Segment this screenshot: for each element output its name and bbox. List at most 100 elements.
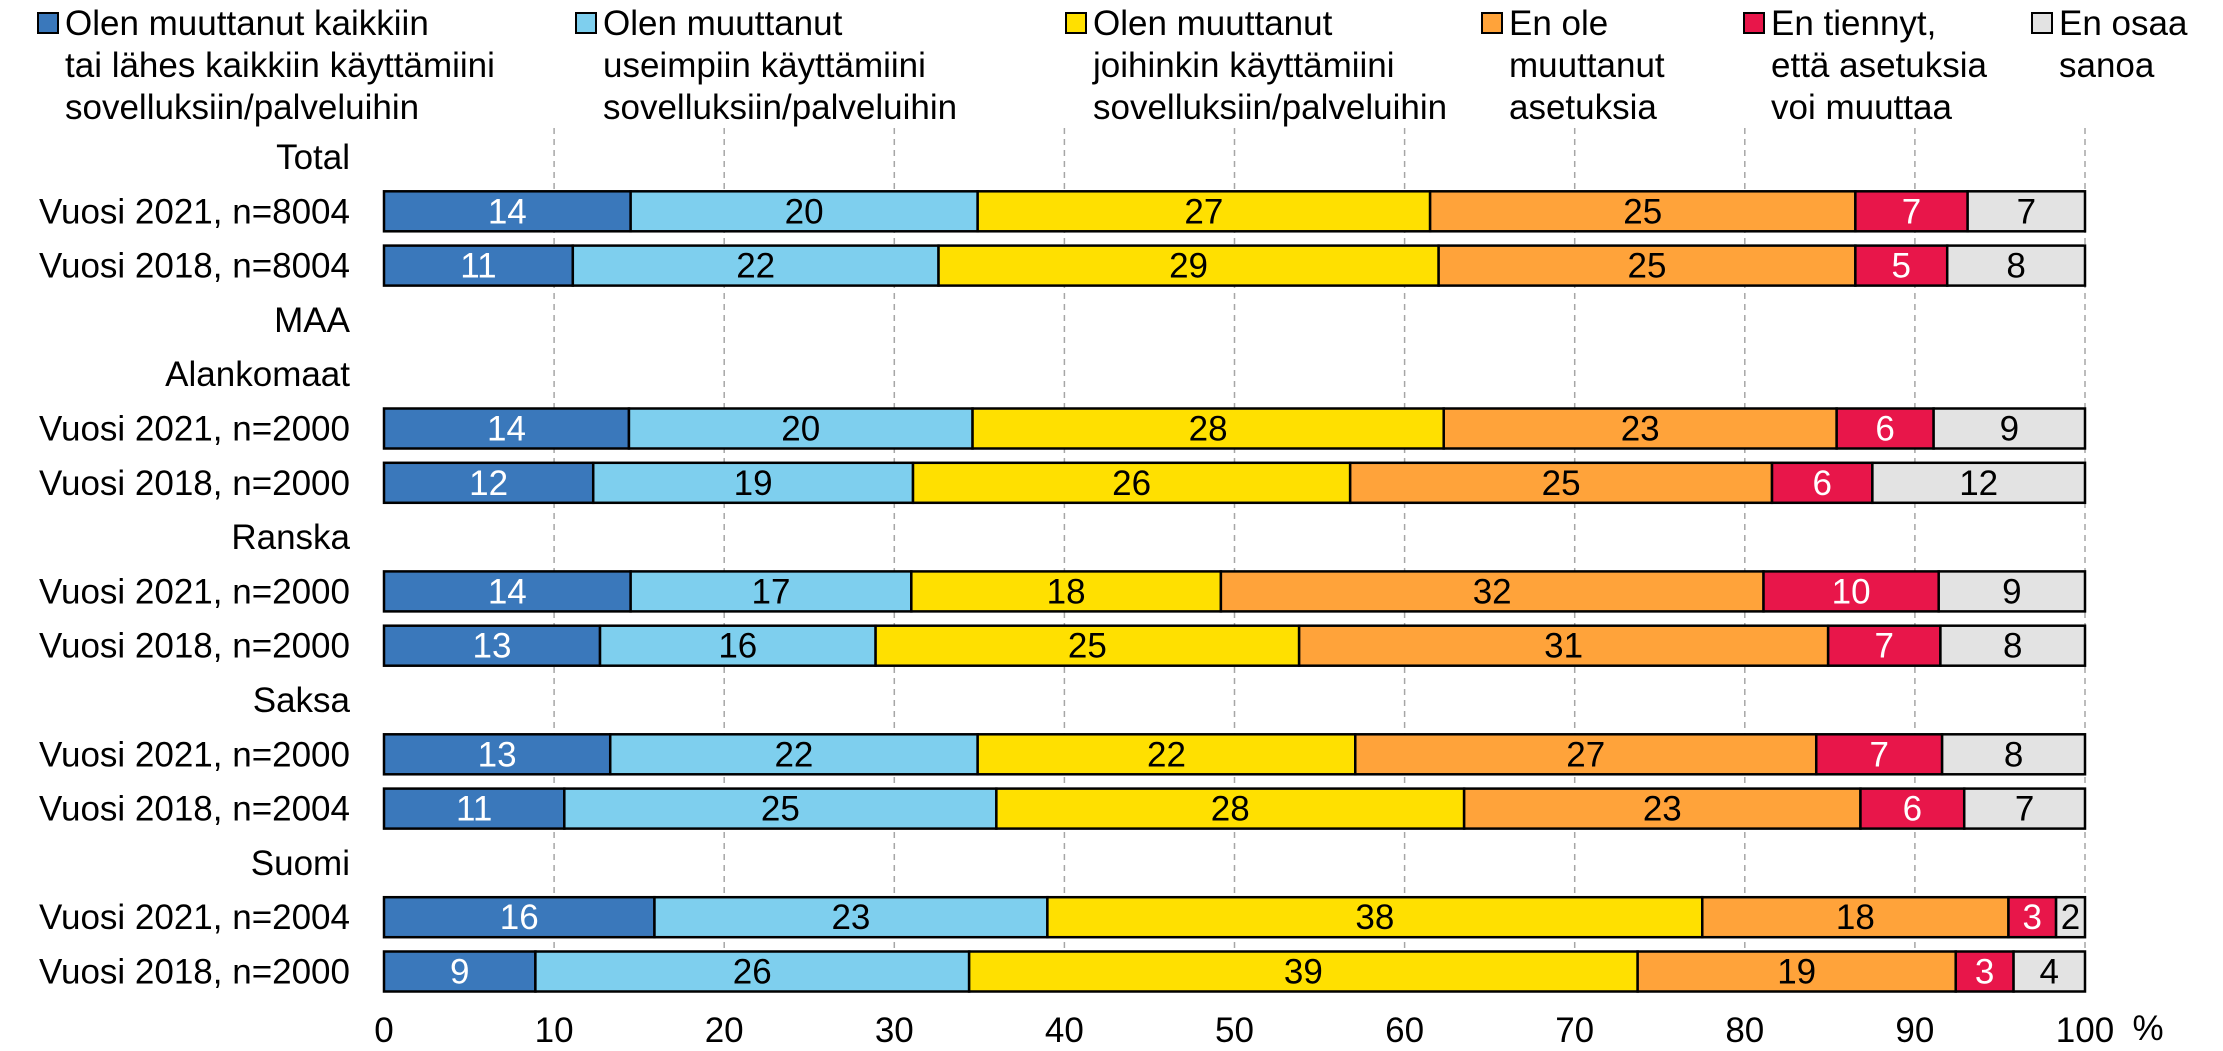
bar-segment: [1854, 244, 1949, 287]
row-label: Vuosi 2018, n=8004: [39, 247, 350, 286]
bar-segment: [1814, 733, 1944, 776]
data-label: 27: [1184, 192, 1223, 231]
bar-segment: [1966, 190, 2087, 233]
row-label: Vuosi 2021, n=2000: [39, 410, 350, 449]
group-label: Total: [276, 138, 350, 177]
data-label: 25: [1542, 464, 1581, 503]
data-label: 22: [774, 735, 813, 774]
x-tick-label: 70: [1555, 1011, 1594, 1050]
data-label: 28: [1189, 410, 1228, 449]
bar-segment: [971, 407, 1445, 450]
data-label: 26: [1112, 464, 1151, 503]
bar-row: Vuosi 2018, n=2000 13 16 25 31 7 8: [39, 624, 2087, 667]
bar-segment: [571, 244, 940, 287]
data-label: 27: [1566, 735, 1605, 774]
bar-segment: [563, 787, 998, 830]
bar-segment: [382, 895, 656, 939]
data-label: 28: [1211, 790, 1250, 829]
bar-row: Vuosi 2021, n=2004 16 23 38 18 3 2: [39, 895, 2087, 939]
row-label: Vuosi 2018, n=2004: [39, 790, 350, 829]
data-label: 26: [733, 953, 772, 992]
data-label: 6: [1903, 790, 1922, 829]
bar-segment: [382, 950, 537, 993]
bar-segment: [1954, 950, 2015, 993]
legend-item: Olen muuttanut useimpiin käyttämiini sovel…: [575, 4, 957, 127]
data-label: 18: [1836, 898, 1875, 937]
data-label: 13: [473, 627, 512, 666]
group-label: Alankomaat: [165, 355, 350, 394]
row-group-header: Alankomaat: [165, 355, 350, 394]
x-tick-label: 30: [875, 1011, 914, 1050]
legend-item: En tiennyt, että asetuksia voi muuttaa: [1743, 4, 1987, 127]
data-label: 12: [1959, 464, 1998, 503]
row-label: Vuosi 2021, n=8004: [39, 192, 350, 231]
data-label: 10: [1832, 572, 1871, 611]
data-label: 7: [2015, 790, 2034, 829]
bar-segment: [382, 733, 612, 776]
legend-label: En osaa sanoa: [2059, 4, 2188, 85]
bar-segment: [608, 733, 979, 776]
row-label: Vuosi 2021, n=2000: [39, 735, 350, 774]
bar-segment: [1939, 624, 2087, 667]
group-label: Saksa: [253, 681, 351, 720]
data-label: 17: [752, 572, 791, 611]
row-group-header: MAA: [274, 301, 351, 340]
data-label: 25: [761, 790, 800, 829]
bar-segment: [976, 733, 1357, 776]
bar-segment: [1428, 190, 1857, 233]
x-tick-label: 10: [535, 1011, 574, 1050]
bar-segment: [1932, 407, 2087, 450]
bar-segment: [1859, 787, 1966, 830]
bar-row: Vuosi 2021, n=2000 14 20 28 23 6 9: [39, 407, 2087, 450]
bar-segment: [995, 787, 1466, 830]
group-label: MAA: [274, 301, 351, 340]
row-label: Vuosi 2018, n=2000: [39, 627, 350, 666]
bar-segment: [874, 624, 1301, 667]
legend-label: En ole muuttanut asetuksia: [1509, 4, 1665, 127]
data-label: 9: [450, 953, 469, 992]
group-label: Suomi: [251, 844, 350, 883]
bar-segment: [1854, 190, 1969, 233]
data-label: 25: [1623, 192, 1662, 231]
data-label: 14: [487, 410, 526, 449]
data-label: 25: [1068, 627, 1107, 666]
legend-swatch: [1743, 12, 1765, 34]
data-label: 6: [1875, 410, 1894, 449]
bar-segment: [976, 190, 1432, 233]
legend-swatch: [1481, 12, 1503, 34]
x-tick-label: 80: [1725, 1011, 1764, 1050]
bar-segment: [382, 570, 632, 613]
x-tick-label: 50: [1215, 1011, 1254, 1050]
bar-segment: [1354, 733, 1818, 776]
x-tick-label: 90: [1895, 1011, 1934, 1050]
bar-segment: [937, 244, 1440, 287]
data-label: 29: [1169, 247, 1208, 286]
data-label: 11: [460, 247, 496, 286]
data-label: 7: [1875, 627, 1894, 666]
bar-segment: [629, 190, 979, 233]
data-label: 23: [831, 898, 870, 937]
data-label: 6: [1812, 464, 1831, 503]
bar-segment: [1871, 461, 2087, 505]
bar-row: Vuosi 2018, n=2004 11 25 28 23 6 7: [39, 787, 2087, 830]
row-group-header: Saksa: [253, 681, 351, 720]
legend-label: En tiennyt, että asetuksia voi muuttaa: [1771, 4, 1987, 127]
bar-segment: [910, 570, 1223, 613]
bar-segment: [382, 244, 575, 287]
data-label: 16: [500, 898, 539, 937]
bar-segment: [382, 461, 595, 505]
bar-row: Vuosi 2018, n=2000 12 19 26 25 6 12: [39, 461, 2087, 505]
data-label: 4: [2040, 953, 2059, 992]
x-tick-label: 0: [374, 1011, 393, 1050]
chart-rows: Total Vuosi 2021, n=8004 14 20 27 25 7 7 Vuosi 2…: [39, 138, 2087, 993]
data-label: 19: [734, 464, 773, 503]
legend-item: En ole muuttanut asetuksia: [1481, 4, 1665, 127]
bar-segment: [1962, 787, 2087, 830]
data-label: 20: [781, 410, 820, 449]
data-label: 5: [1892, 247, 1911, 286]
legend-label: Olen muuttanut kaikkiin tai lähes kaikkii…: [65, 4, 495, 127]
data-label: 14: [488, 572, 527, 611]
data-label: 11: [456, 790, 492, 829]
bar-row: Vuosi 2021, n=8004 14 20 27 25 7 7: [39, 190, 2087, 233]
